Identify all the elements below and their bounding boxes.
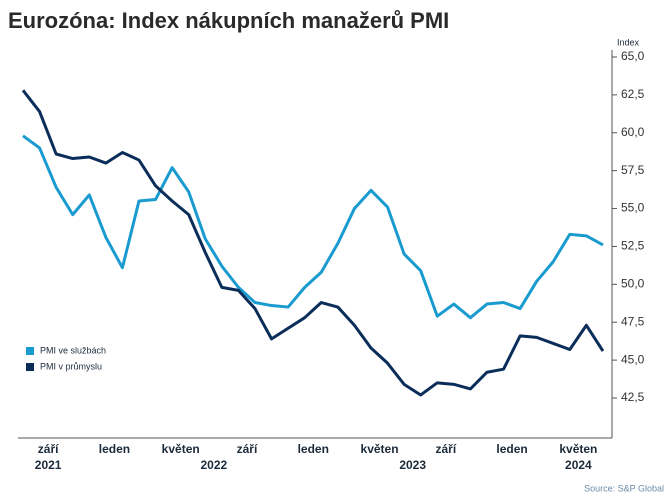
x-year-label: 2023 (399, 458, 426, 472)
x-tick-label: květen (559, 442, 597, 456)
series-line (21, 89, 605, 397)
y-tick-label: 45,0 (621, 352, 645, 366)
legend-swatch (26, 363, 34, 371)
y-axis-label: Index (617, 37, 640, 47)
legend-label: PMI v průmyslu (40, 361, 102, 371)
chart-title: Eurozóna: Index nákupních manažerů PMI (8, 8, 449, 33)
series-line (22, 134, 604, 320)
y-tick-label: 62,5 (621, 87, 645, 101)
y-tick-label: 55,0 (621, 201, 645, 215)
x-tick-label: květen (162, 442, 200, 456)
x-year-label: 2021 (35, 458, 62, 472)
x-tick-label: září (435, 442, 456, 456)
legend-swatch (26, 347, 34, 355)
x-year-label: 2024 (565, 458, 592, 472)
x-tick-label: leden (496, 442, 527, 456)
x-tick-label: září (38, 442, 59, 456)
source: Source: S&P Global (584, 483, 664, 493)
y-tick-label: 65,0 (621, 49, 645, 63)
y-tick-label: 60,0 (621, 125, 645, 139)
x-tick-label: leden (99, 442, 130, 456)
y-tick-label: 57,5 (621, 163, 645, 177)
x-year-label: 2022 (200, 458, 227, 472)
y-tick-label: 42,5 (621, 390, 645, 404)
y-tick-label: 52,5 (621, 239, 645, 253)
legend-label: PMI ve službách (40, 345, 106, 355)
y-tick-label: 47,5 (621, 314, 645, 328)
y-tick-label: 50,0 (621, 277, 645, 291)
x-tick-label: září (237, 442, 258, 456)
x-tick-label: leden (298, 442, 329, 456)
x-tick-label: květen (361, 442, 399, 456)
